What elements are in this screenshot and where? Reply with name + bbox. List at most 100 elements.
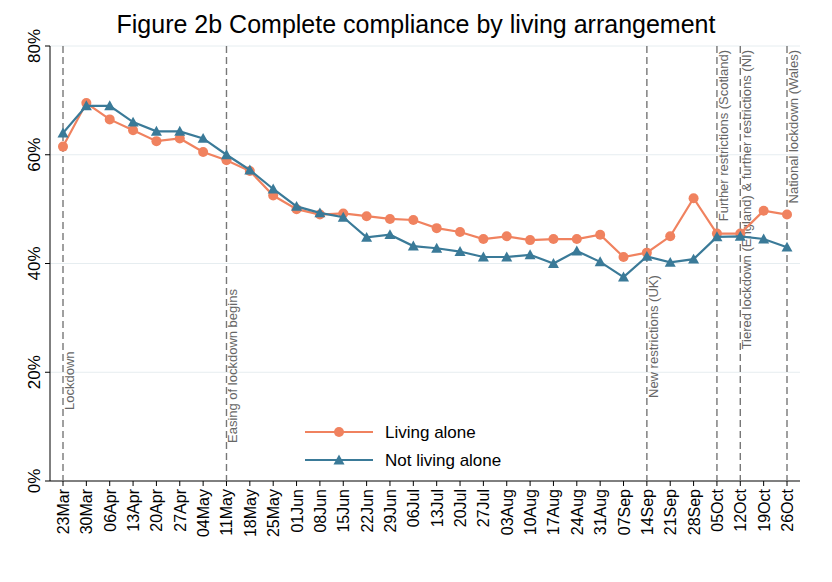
x-tick-label: 01Jun [289, 489, 306, 533]
x-tick [763, 481, 764, 486]
x-tick [436, 481, 437, 486]
y-tick [45, 372, 50, 373]
marker [782, 242, 793, 252]
marker [58, 128, 69, 138]
y-tick-label: 0% [25, 469, 44, 494]
plot-area [58, 98, 793, 281]
x-tick [600, 481, 601, 486]
x-tick [133, 481, 134, 486]
grid-line [50, 154, 800, 155]
annotation-line [646, 46, 647, 481]
legend-label: Living alone [385, 423, 476, 442]
marker [151, 126, 162, 136]
marker [665, 231, 675, 241]
x-tick [109, 481, 110, 486]
y-tick-label: 80% [25, 29, 44, 63]
marker [501, 251, 512, 261]
x-tick-label: 13Apr [125, 488, 142, 531]
y-tick-label: 40% [25, 246, 44, 280]
annotation-text: Lockdown [62, 351, 77, 410]
x-tick [413, 481, 414, 486]
x-tick [483, 481, 484, 486]
annotation-text: New restrictions (UK) [646, 275, 661, 398]
x-tick-label: 08Jun [312, 489, 329, 533]
x-tick [343, 481, 344, 486]
x-tick [296, 481, 297, 486]
marker [478, 251, 489, 261]
marker [759, 206, 769, 216]
marker [81, 100, 92, 110]
x-tick-label: 04May [195, 489, 212, 537]
marker [408, 215, 418, 225]
y-tick [45, 46, 50, 47]
x-tick [787, 481, 788, 486]
grid-line [50, 46, 800, 47]
x-tick-label: 18May [242, 489, 259, 537]
marker [104, 100, 115, 110]
x-tick [179, 481, 180, 486]
title: Figure 2b Complete compliance by living … [117, 10, 716, 38]
marker [198, 133, 209, 143]
x-tick-label: 03Aug [499, 489, 516, 535]
marker [572, 234, 582, 244]
x-tick-label: 06Apr [102, 488, 119, 531]
x-tick-label: 20Apr [148, 488, 165, 531]
marker [408, 241, 419, 251]
marker [548, 234, 558, 244]
x-tick-label: 07Sep [616, 489, 633, 535]
x-tick [156, 481, 157, 486]
marker [758, 234, 769, 244]
marker [291, 201, 302, 211]
x-tick-label: 26Oct [779, 488, 796, 531]
marker [432, 223, 442, 233]
x-tick [389, 481, 390, 486]
marker [244, 164, 255, 174]
x-tick-label: 27Apr [172, 488, 189, 531]
x-tick [319, 481, 320, 486]
marker [641, 251, 652, 261]
marker [595, 230, 605, 240]
chart: Figure 2b Complete compliance by living … [0, 0, 832, 582]
x-tick [553, 481, 554, 486]
marker [338, 212, 349, 222]
marker [455, 227, 465, 237]
x-tick-label: 17Aug [545, 489, 562, 535]
marker [689, 193, 699, 203]
x-tick-label: 24Aug [569, 489, 586, 535]
x-tick [716, 481, 717, 486]
marker [525, 249, 536, 259]
grid-line [50, 372, 800, 373]
x-axis [50, 481, 800, 482]
x-tick-label: 28Sep [686, 489, 703, 535]
x-tick [203, 481, 204, 486]
y-tick [45, 154, 50, 155]
x-tick-label: 14Sep [639, 489, 656, 535]
x-tick [646, 481, 647, 486]
marker [665, 257, 676, 267]
x-tick-label: 21Sep [662, 489, 679, 535]
x-tick [670, 481, 671, 486]
marker [502, 231, 512, 241]
x-tick [693, 481, 694, 486]
marker [128, 125, 138, 135]
x-tick-label: 31Aug [592, 489, 609, 535]
y-tick-label: 60% [25, 138, 44, 172]
marker [711, 231, 722, 241]
marker [314, 207, 325, 217]
marker [105, 114, 115, 124]
marker [478, 234, 488, 244]
y-axis [50, 46, 51, 481]
y-tick [45, 481, 50, 482]
annotation-text: Tiered lockdown (England) & further rest… [739, 50, 754, 349]
marker [221, 149, 232, 159]
marker [735, 231, 746, 241]
x-tick-label: 12Oct [732, 488, 749, 531]
x-tick-label: 05Oct [709, 488, 726, 531]
x-tick-label: 29Jun [382, 489, 399, 533]
marker [431, 243, 442, 253]
x-tick-label: 19Oct [756, 488, 773, 531]
marker [455, 246, 466, 256]
x-tick-label: 10Aug [522, 489, 539, 535]
x-tick-label: 11May [218, 489, 235, 536]
marker [384, 229, 395, 239]
